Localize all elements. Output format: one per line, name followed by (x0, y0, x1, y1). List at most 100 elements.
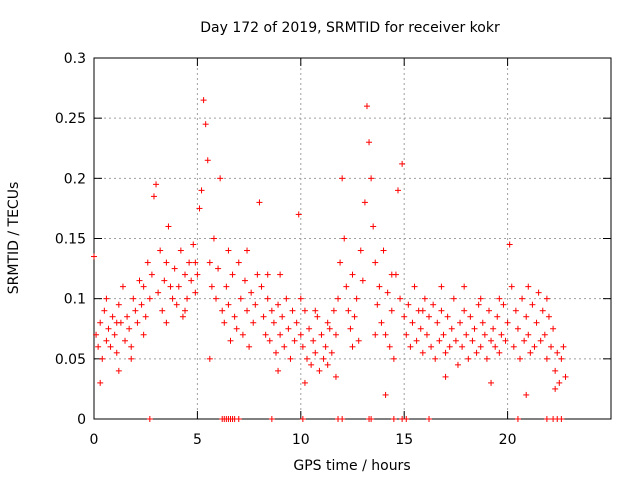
data-point (432, 355, 439, 362)
x-tick-label: 0 (90, 432, 99, 448)
data-point (481, 331, 488, 338)
data-point (450, 295, 457, 302)
data-point (519, 295, 526, 302)
data-point (115, 301, 122, 308)
plot-frame (93, 57, 612, 420)
data-point (558, 416, 565, 422)
data-point (287, 355, 294, 362)
data-point (444, 313, 451, 320)
data-point (268, 307, 275, 314)
data-point (192, 289, 199, 296)
data-point (514, 325, 521, 332)
data-point (370, 223, 377, 230)
data-point (345, 307, 352, 314)
data-point (186, 259, 193, 266)
y-tick-label: 0.1 (64, 292, 86, 308)
data-point (279, 313, 286, 320)
data-point (312, 349, 319, 356)
data-point (299, 343, 306, 350)
data-point (543, 295, 550, 302)
grid (94, 58, 611, 419)
data-point (144, 259, 151, 266)
data-point (277, 331, 284, 338)
data-point (541, 331, 548, 338)
data-point (361, 199, 368, 206)
data-point (446, 343, 453, 350)
data-point (335, 295, 342, 302)
data-point (97, 319, 104, 326)
data-point (229, 271, 236, 278)
data-point (548, 343, 555, 350)
data-point (384, 289, 391, 296)
data-point (390, 355, 397, 362)
data-point (498, 331, 505, 338)
data-point (275, 301, 282, 308)
data-point (210, 235, 217, 242)
data-point (297, 295, 304, 302)
data-point (353, 295, 360, 302)
data-point (266, 337, 273, 344)
data-point (239, 331, 246, 338)
data-point (467, 313, 474, 320)
data-point (477, 295, 484, 302)
data-point (97, 379, 104, 386)
data-point (312, 307, 319, 314)
data-point (163, 259, 170, 266)
data-point (341, 235, 348, 242)
data-point (246, 343, 253, 350)
data-point (295, 211, 302, 218)
data-point (457, 319, 464, 326)
data-point (483, 355, 490, 362)
data-point (347, 325, 354, 332)
data-point (304, 355, 311, 362)
data-point (291, 337, 298, 344)
data-point (204, 157, 211, 164)
data-point (533, 319, 540, 326)
data-point (179, 313, 186, 320)
data-point (332, 331, 339, 338)
data-point (223, 283, 230, 290)
data-point (148, 271, 155, 278)
data-point (506, 241, 513, 248)
data-point (419, 307, 426, 314)
data-point (527, 349, 534, 356)
data-point (103, 337, 110, 344)
data-point (171, 265, 178, 272)
data-point (134, 319, 141, 326)
data-point (306, 325, 313, 332)
data-point (101, 307, 108, 314)
data-point (382, 391, 389, 398)
data-point (235, 259, 242, 266)
data-point (409, 319, 416, 326)
data-point (405, 301, 412, 308)
data-point (452, 337, 459, 344)
data-point (550, 325, 557, 332)
data-point (107, 343, 114, 350)
data-point (184, 295, 191, 302)
x-axis-label: GPS time / hours (293, 458, 410, 474)
data-point (426, 416, 433, 422)
data-point (285, 325, 292, 332)
data-point (372, 331, 379, 338)
data-point (386, 343, 393, 350)
data-point (556, 379, 563, 386)
data-point (136, 277, 143, 284)
data-point (163, 319, 170, 326)
data-point (399, 160, 406, 167)
data-point (560, 343, 567, 350)
data-point (330, 307, 337, 314)
data-point (434, 319, 441, 326)
data-point (181, 307, 188, 314)
data-point (227, 337, 234, 344)
data-point (194, 271, 201, 278)
data-point (192, 259, 199, 266)
data-point (368, 175, 375, 182)
data-point (93, 331, 100, 338)
data-point (237, 295, 244, 302)
data-point (113, 349, 120, 356)
data-point (436, 337, 443, 344)
data-point (454, 361, 461, 368)
data-point (208, 283, 215, 290)
data-point (225, 301, 232, 308)
